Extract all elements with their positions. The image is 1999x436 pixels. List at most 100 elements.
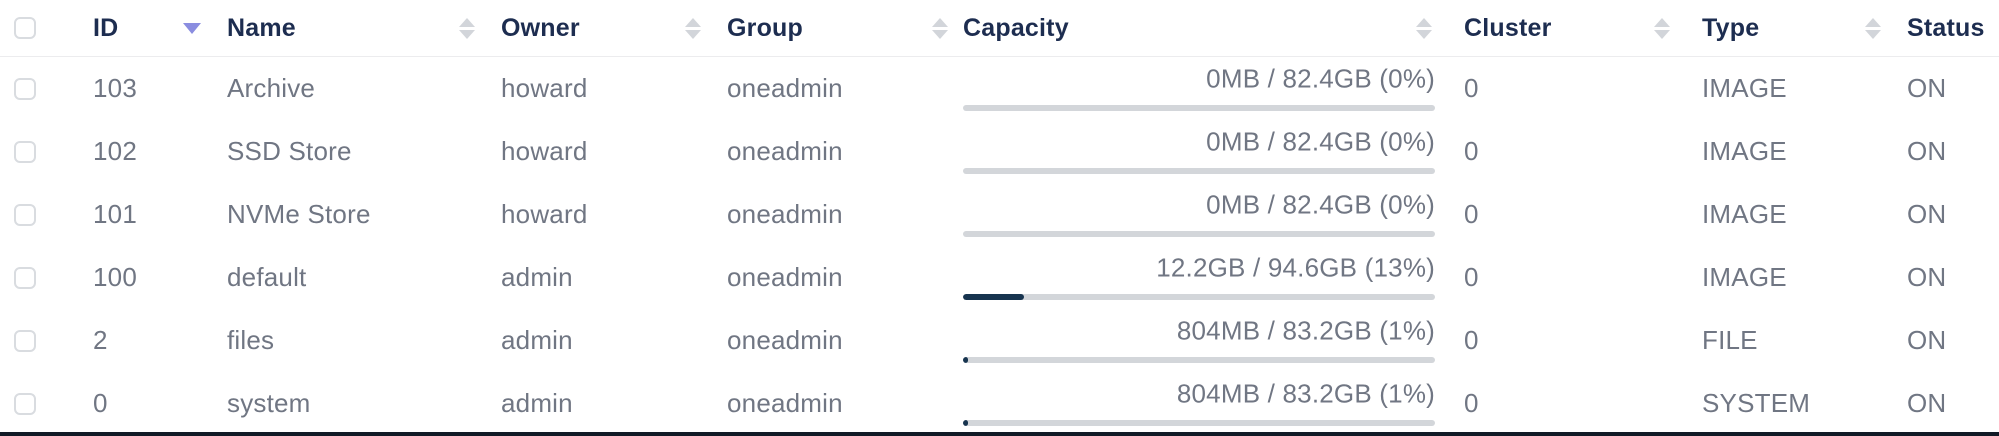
cell-id: 2 (93, 325, 108, 355)
sort-toggle-icon[interactable] (459, 17, 475, 39)
cell-capacity: 12.2GB / 94.6GB (13%) (963, 246, 1443, 309)
column-label-status: Status (1907, 13, 1985, 42)
capacity-text: 0MB / 82.4GB (0%) (1206, 126, 1435, 157)
sort-toggle-icon[interactable] (685, 17, 701, 39)
capacity-widget: 0MB / 82.4GB (0%) (963, 120, 1435, 183)
capacity-text: 12.2GB / 94.6GB (13%) (1156, 252, 1435, 283)
cell-status: ON (1907, 262, 1947, 292)
capacity-widget: 804MB / 83.2GB (1%) (963, 309, 1435, 372)
capacity-progress-fill (963, 356, 968, 363)
column-header-id[interactable]: ID (93, 0, 227, 56)
capacity-progress-track (963, 104, 1435, 111)
bottom-divider (0, 432, 1999, 436)
capacity-text: 0MB / 82.4GB (0%) (1206, 63, 1435, 94)
row-checkbox[interactable] (14, 392, 36, 415)
row-checkbox[interactable] (14, 140, 36, 163)
row-checkbox[interactable] (14, 203, 36, 226)
capacity-progress-fill (963, 419, 968, 426)
capacity-widget: 12.2GB / 94.6GB (13%) (963, 246, 1435, 309)
column-header-cluster[interactable]: Cluster (1443, 0, 1683, 56)
cell-owner: howard (501, 136, 588, 166)
table-row[interactable]: 0 system admin oneadmin 804MB / 83.2GB (… (0, 372, 1999, 435)
cell-owner: admin (501, 388, 573, 418)
cell-group: oneadmin (727, 73, 843, 103)
cell-cluster: 0 (1464, 199, 1479, 229)
cell-id: 103 (93, 73, 137, 103)
capacity-progress-track (963, 356, 1435, 363)
sort-toggle-icon[interactable] (932, 17, 948, 39)
capacity-progress-fill (963, 293, 1025, 300)
capacity-progress-track (963, 419, 1435, 426)
sort-toggle-icon[interactable] (1416, 17, 1432, 39)
capacity-widget: 804MB / 83.2GB (1%) (963, 372, 1435, 435)
cell-status: ON (1907, 136, 1947, 166)
table-row[interactable]: 100 default admin oneadmin 12.2GB / 94.6… (0, 246, 1999, 309)
cell-capacity: 0MB / 82.4GB (0%) (963, 57, 1443, 120)
cell-capacity: 0MB / 82.4GB (0%) (963, 183, 1443, 246)
cell-cluster: 0 (1464, 325, 1479, 355)
cell-id: 0 (93, 388, 108, 418)
row-checkbox[interactable] (14, 329, 36, 352)
cell-type: IMAGE (1702, 136, 1787, 166)
column-header-type[interactable]: Type (1683, 0, 1888, 56)
cell-cluster: 0 (1464, 262, 1479, 292)
capacity-text: 804MB / 83.2GB (1%) (1176, 378, 1435, 409)
capacity-widget: 0MB / 82.4GB (0%) (963, 57, 1435, 120)
sort-descending-icon[interactable] (183, 22, 201, 34)
cell-group: oneadmin (727, 262, 843, 292)
column-header-owner[interactable]: Owner (501, 0, 727, 56)
capacity-progress-track (963, 230, 1435, 237)
cell-owner: admin (501, 325, 573, 355)
capacity-widget: 0MB / 82.4GB (0%) (963, 183, 1435, 246)
header-checkbox-cell (0, 0, 93, 56)
cell-group: oneadmin (727, 388, 843, 418)
column-header-status[interactable]: Status (1888, 0, 1999, 56)
column-label-group: Group (727, 13, 803, 42)
cell-cluster: 0 (1464, 388, 1479, 418)
row-checkbox-cell (0, 372, 93, 435)
cell-owner: admin (501, 262, 573, 292)
cell-group: oneadmin (727, 325, 843, 355)
column-label-name: Name (227, 13, 296, 42)
column-label-cluster: Cluster (1464, 13, 1552, 42)
cell-type: SYSTEM (1702, 388, 1811, 418)
cell-id: 101 (93, 199, 137, 229)
column-label-capacity: Capacity (963, 13, 1069, 42)
cell-cluster: 0 (1464, 73, 1479, 103)
cell-name: default (227, 262, 307, 292)
capacity-progress-track (963, 167, 1435, 174)
select-all-checkbox[interactable] (14, 17, 36, 39)
sort-toggle-icon[interactable] (1865, 17, 1881, 39)
cell-name: system (227, 388, 311, 418)
capacity-progress-track (963, 293, 1435, 300)
table-row[interactable]: 101 NVMe Store howard oneadmin 0MB / 82.… (0, 183, 1999, 246)
sort-toggle-icon[interactable] (1654, 17, 1670, 39)
cell-status: ON (1907, 199, 1947, 229)
row-checkbox-cell (0, 120, 93, 183)
capacity-text: 0MB / 82.4GB (0%) (1206, 189, 1435, 220)
cell-status: ON (1907, 73, 1947, 103)
table-row[interactable]: 103 Archive howard oneadmin 0MB / 82.4GB… (0, 57, 1999, 120)
row-checkbox[interactable] (14, 77, 36, 100)
table-header-row: ID Name Owner Group Capacity Cluster (0, 0, 1999, 57)
cell-type: FILE (1702, 325, 1758, 355)
row-checkbox-cell (0, 183, 93, 246)
table-row[interactable]: 2 files admin oneadmin 804MB / 83.2GB (1… (0, 309, 1999, 372)
cell-group: oneadmin (727, 136, 843, 166)
column-label-owner: Owner (501, 13, 580, 42)
column-label-type: Type (1702, 13, 1760, 42)
cell-type: IMAGE (1702, 199, 1787, 229)
cell-name: files (227, 325, 275, 355)
row-checkbox[interactable] (14, 266, 36, 289)
cell-status: ON (1907, 325, 1947, 355)
table-row[interactable]: 102 SSD Store howard oneadmin 0MB / 82.4… (0, 120, 1999, 183)
table-body: 103 Archive howard oneadmin 0MB / 82.4GB… (0, 57, 1999, 435)
row-checkbox-cell (0, 246, 93, 309)
column-header-capacity[interactable]: Capacity (963, 0, 1443, 56)
column-header-group[interactable]: Group (727, 0, 963, 56)
column-header-name[interactable]: Name (227, 0, 501, 56)
cell-status: ON (1907, 388, 1947, 418)
cell-id: 100 (93, 262, 137, 292)
